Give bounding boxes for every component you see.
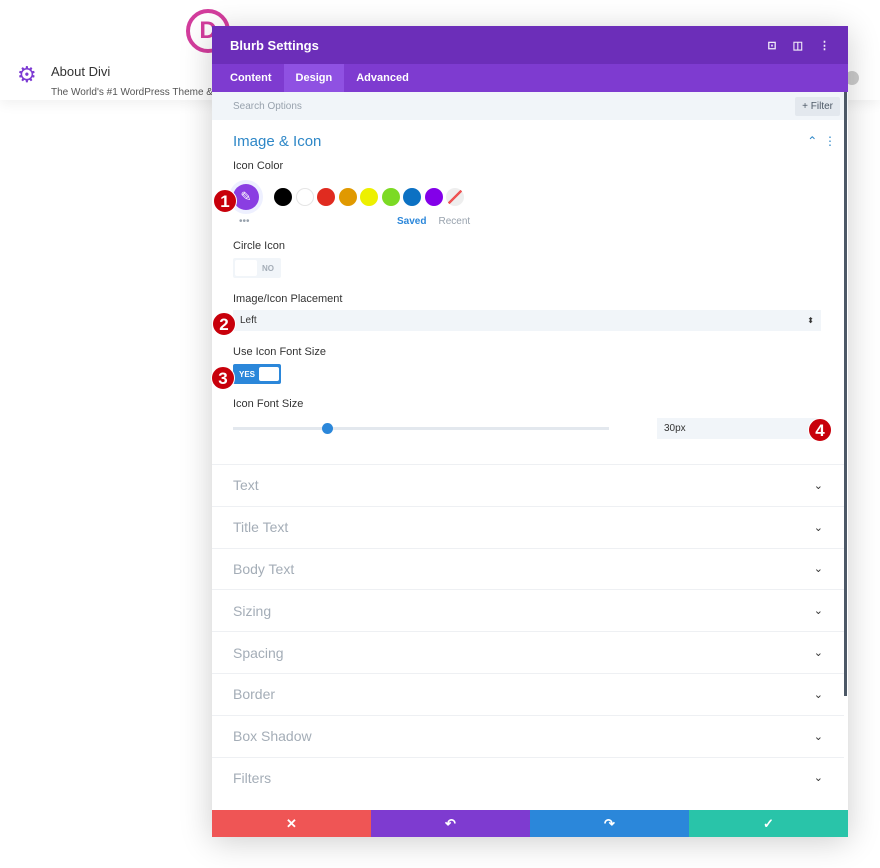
swatch[interactable] — [424, 188, 443, 206]
section-sizing[interactable]: Sizing ⌄ — [212, 589, 844, 631]
no-color-swatch[interactable] — [446, 188, 464, 206]
modal-footer: ✕ ↶ ↷ ✓ — [212, 810, 848, 837]
font-size-input[interactable]: 30px — [657, 418, 823, 439]
saved-link[interactable]: Saved — [397, 216, 427, 227]
icon-color-label: Icon Color — [233, 160, 284, 172]
modal-tabs: Content Design Advanced — [212, 64, 848, 92]
chevron-down-icon: ⌄ — [813, 563, 823, 576]
modal-title: Blurb Settings — [230, 37, 319, 53]
cancel-button[interactable]: ✕ — [212, 810, 371, 837]
scrollbar[interactable] — [844, 92, 847, 696]
collapsed-sections: Text ⌄ Title Text ⌄ Body Text ⌄ Sizing ⌄ Spa… — [212, 464, 844, 798]
tab-advanced[interactable]: Advanced — [356, 72, 409, 84]
section-image-icon: Image & Icon ⌃ ⋮ Icon Color ✎ ••• Saved … — [212, 120, 848, 439]
swatch[interactable] — [274, 188, 292, 206]
annotation-badge: 2 — [212, 312, 236, 336]
redo-button[interactable]: ↷ — [530, 810, 689, 837]
section-box-shadow[interactable]: Box Shadow ⌄ — [212, 714, 844, 757]
use-font-size-label: Use Icon Font Size — [233, 346, 326, 358]
more-options-icon[interactable]: ⋮ — [819, 39, 830, 52]
chevron-up-icon[interactable]: ⌃ ⋮ — [807, 134, 836, 148]
more-dots-icon[interactable]: ••• — [239, 216, 250, 227]
select-arrows-icon: ⬍ — [807, 316, 814, 325]
close-icon[interactable] — [845, 71, 859, 85]
chevron-down-icon: ⌄ — [813, 521, 823, 534]
swatch[interactable] — [360, 188, 378, 206]
page-title: About Divi — [51, 64, 111, 79]
section-filters[interactable]: Filters ⌄ — [212, 756, 844, 799]
font-size-label: Icon Font Size — [233, 398, 304, 410]
blurb-settings-modal: Blurb Settings ⊡ ◫ ⋮ Content Design Adva… — [212, 26, 848, 837]
section-border[interactable]: Border ⌄ — [212, 672, 844, 715]
select-value: Left — [240, 315, 257, 326]
toggle-value: YES — [239, 369, 256, 379]
swatch[interactable] — [381, 188, 400, 206]
toggle-value: NO — [262, 263, 274, 273]
split-view-icon[interactable]: ◫ — [792, 39, 803, 52]
filter-button[interactable]: + Filter — [795, 96, 840, 116]
swatch[interactable] — [403, 188, 421, 206]
circle-icon-toggle[interactable]: NO — [233, 258, 281, 278]
color-swatches: ✎ — [233, 184, 827, 210]
chevron-down-icon: ⌄ — [813, 772, 823, 785]
section-text[interactable]: Text ⌄ — [212, 464, 844, 506]
search-bar: Search Options + Filter — [212, 92, 848, 120]
annotation-badge: 4 — [808, 418, 832, 442]
swatch[interactable] — [338, 188, 357, 206]
section-title[interactable]: Image & Icon — [233, 133, 322, 150]
swatch[interactable] — [317, 188, 335, 206]
slider-handle[interactable] — [322, 423, 333, 434]
chevron-down-icon: ⌄ — [813, 479, 823, 492]
use-font-size-toggle[interactable]: YES — [233, 364, 281, 384]
chevron-down-icon: ⌄ — [813, 730, 823, 743]
section-body-text[interactable]: Body Text ⌄ — [212, 547, 844, 590]
font-size-slider[interactable]: 30px — [233, 418, 827, 439]
swatch[interactable] — [295, 188, 314, 206]
save-button[interactable]: ✓ — [689, 810, 848, 837]
fullscreen-icon[interactable]: ⊡ — [767, 39, 777, 52]
section-title-text[interactable]: Title Text ⌄ — [212, 505, 844, 548]
page-tagline: The World's #1 WordPress Theme & — [51, 87, 213, 98]
chevron-down-icon: ⌄ — [813, 647, 823, 660]
chevron-down-icon: ⌄ — [813, 688, 823, 701]
placement-select[interactable]: Left ⬍ — [233, 310, 821, 331]
tab-content[interactable]: Content — [230, 72, 272, 84]
search-input[interactable]: Search Options — [233, 100, 302, 112]
annotation-badge: 3 — [211, 366, 235, 390]
annotation-badge: 1 — [213, 189, 237, 213]
undo-button[interactable]: ↶ — [371, 810, 530, 837]
recent-link[interactable]: Recent — [438, 216, 471, 227]
chevron-down-icon: ⌄ — [813, 605, 823, 618]
modal-header: Blurb Settings ⊡ ◫ ⋮ — [212, 26, 848, 64]
section-spacing[interactable]: Spacing ⌄ — [212, 631, 844, 673]
eyedropper-icon[interactable]: ✎ — [233, 184, 259, 210]
gear-icon: ⚙ — [17, 62, 37, 87]
tab-design[interactable]: Design — [283, 64, 345, 92]
placement-label: Image/Icon Placement — [233, 293, 343, 305]
circle-icon-label: Circle Icon — [233, 240, 285, 252]
